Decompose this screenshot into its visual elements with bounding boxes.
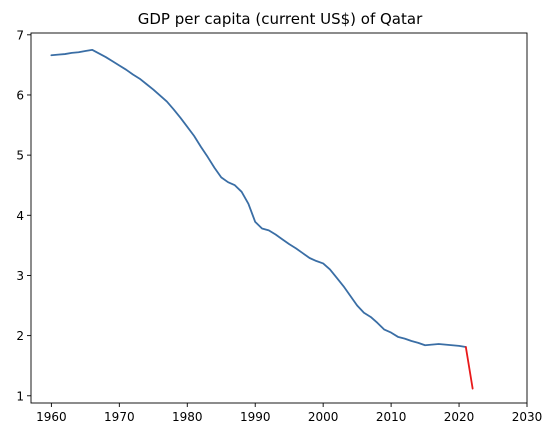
x-tick-label: 2020: [444, 410, 475, 424]
x-tick-label: 1980: [172, 410, 203, 424]
x-tick-label: 1970: [104, 410, 135, 424]
y-tick-label: 3: [16, 269, 24, 283]
y-tick-label: 2: [16, 329, 24, 343]
series-line-1: [466, 347, 473, 389]
plot-frame: [31, 33, 527, 403]
x-tick-label: 2010: [376, 410, 407, 424]
x-tick-label: 1990: [240, 410, 271, 424]
y-tick-label: 6: [16, 88, 24, 102]
y-tick-label: 5: [16, 149, 24, 163]
y-tick-label: 7: [16, 28, 24, 42]
y-tick-label: 1: [16, 389, 24, 403]
x-tick-label: 1960: [36, 410, 67, 424]
chart-title: GDP per capita (current US$) of Qatar: [138, 10, 423, 28]
series-line-0: [51, 50, 465, 347]
y-tick-label: 4: [16, 209, 24, 223]
x-tick-label: 2030: [512, 410, 543, 424]
x-tick-label: 2000: [308, 410, 339, 424]
